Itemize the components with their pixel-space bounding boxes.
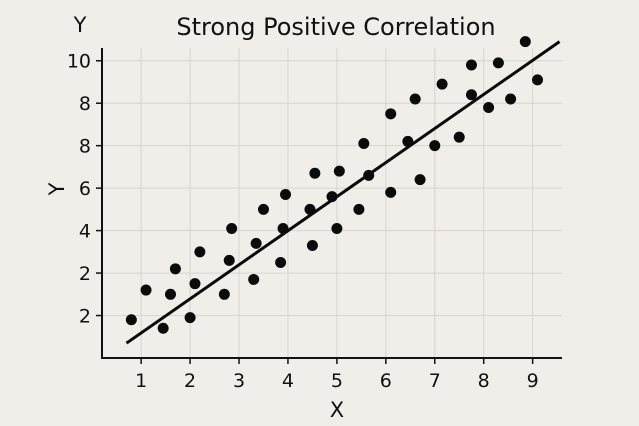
- data-point: [223, 254, 235, 266]
- data-point: [250, 237, 262, 249]
- trend-line-layer: [125, 40, 561, 345]
- data-point: [184, 312, 196, 324]
- data-point: [505, 93, 517, 105]
- data-point: [492, 57, 504, 69]
- y-tick-label: 2: [79, 263, 91, 285]
- x-tick-label: 7: [429, 370, 441, 392]
- trend-line: [125, 40, 561, 345]
- data-point: [519, 36, 531, 48]
- x-axis-label: X: [330, 398, 344, 422]
- data-point: [465, 89, 477, 101]
- data-point: [226, 222, 238, 234]
- data-point: [157, 322, 169, 334]
- y-tick-label: 6: [79, 178, 91, 200]
- data-point: [309, 167, 321, 179]
- x-tick-label: 4: [282, 370, 294, 392]
- axes-frame: [101, 48, 562, 359]
- y-axis-label: Y: [45, 182, 69, 196]
- data-point: [465, 59, 477, 71]
- data-point: [353, 203, 365, 215]
- data-point: [194, 246, 206, 258]
- data-point: [165, 288, 177, 300]
- data-point: [436, 78, 448, 90]
- data-point: [453, 131, 465, 143]
- data-point: [257, 203, 269, 215]
- point-layer: [125, 36, 544, 334]
- data-point: [280, 189, 292, 201]
- data-point: [409, 93, 421, 105]
- data-point: [483, 101, 495, 113]
- x-tick-label: 8: [478, 370, 490, 392]
- data-point: [125, 314, 137, 326]
- corner-y-label: Y: [73, 13, 87, 37]
- data-point: [532, 74, 544, 86]
- data-point: [414, 174, 426, 186]
- x-tick-label: 1: [135, 370, 147, 392]
- data-point: [189, 278, 201, 290]
- y-tick-label: 8: [79, 136, 91, 158]
- y-tick-label: 10: [67, 51, 91, 73]
- data-point: [218, 288, 230, 300]
- x-tick-label: 3: [233, 370, 245, 392]
- data-point: [385, 108, 397, 120]
- y-tick-label: 2: [79, 306, 91, 328]
- data-point: [140, 284, 152, 296]
- x-tick-label: 9: [527, 370, 539, 392]
- x-tick-label: 2: [184, 370, 196, 392]
- data-point: [385, 186, 397, 198]
- data-point: [306, 239, 318, 251]
- x-tick-label: 6: [380, 370, 392, 392]
- y-tick-label: 8: [79, 93, 91, 115]
- data-point: [169, 263, 181, 275]
- data-point: [333, 165, 345, 177]
- data-point: [248, 273, 260, 285]
- x-tick-label: 5: [331, 370, 343, 392]
- data-point: [429, 140, 441, 152]
- data-point: [331, 222, 343, 234]
- data-point: [358, 138, 370, 150]
- y-tick-label: 4: [79, 221, 91, 243]
- tick-layer: 1 2 3 4 5 6 7 8 9 2 2 4 6 8 8 10: [67, 51, 539, 392]
- chart-title: Strong Positive Correlation: [176, 13, 495, 41]
- data-point: [275, 256, 287, 268]
